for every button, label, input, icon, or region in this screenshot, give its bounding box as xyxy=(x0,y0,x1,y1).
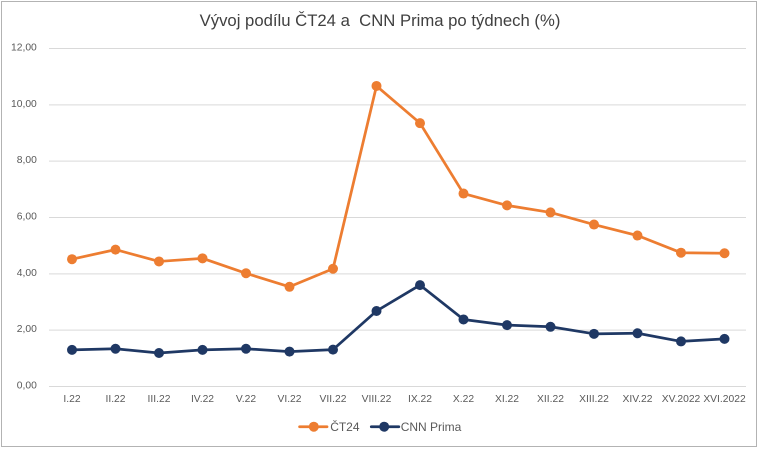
svg-text:8,00: 8,00 xyxy=(17,155,37,166)
svg-text:ČT24: ČT24 xyxy=(330,419,360,434)
svg-text:CNN Prima: CNN Prima xyxy=(401,420,462,434)
svg-text:XV.2022: XV.2022 xyxy=(662,394,701,405)
svg-text:V.22: V.22 xyxy=(236,394,257,405)
svg-text:XIV.22: XIV.22 xyxy=(623,394,653,405)
svg-text:4,00: 4,00 xyxy=(17,268,37,279)
svg-text:XII.22: XII.22 xyxy=(537,394,564,405)
svg-text:VII.22: VII.22 xyxy=(320,394,347,405)
svg-text:I.22: I.22 xyxy=(63,394,80,405)
svg-text:IX.22: IX.22 xyxy=(408,394,432,405)
svg-text:IV.22: IV.22 xyxy=(191,394,214,405)
svg-text:6,00: 6,00 xyxy=(17,212,37,223)
svg-text:0,00: 0,00 xyxy=(17,381,37,392)
svg-text:VIII.22: VIII.22 xyxy=(362,394,392,405)
svg-text:VI.22: VI.22 xyxy=(277,394,301,405)
svg-text:XVI.2022: XVI.2022 xyxy=(703,394,746,405)
svg-text:2,00: 2,00 xyxy=(17,324,37,335)
svg-text:10,00: 10,00 xyxy=(11,99,37,110)
svg-text:II.22: II.22 xyxy=(105,394,125,405)
svg-text:III.22: III.22 xyxy=(148,394,171,405)
svg-text:XIII.22: XIII.22 xyxy=(579,394,609,405)
svg-text:X.22: X.22 xyxy=(453,394,474,405)
svg-text:XI.22: XI.22 xyxy=(495,394,519,405)
svg-text:12,00: 12,00 xyxy=(11,43,37,54)
